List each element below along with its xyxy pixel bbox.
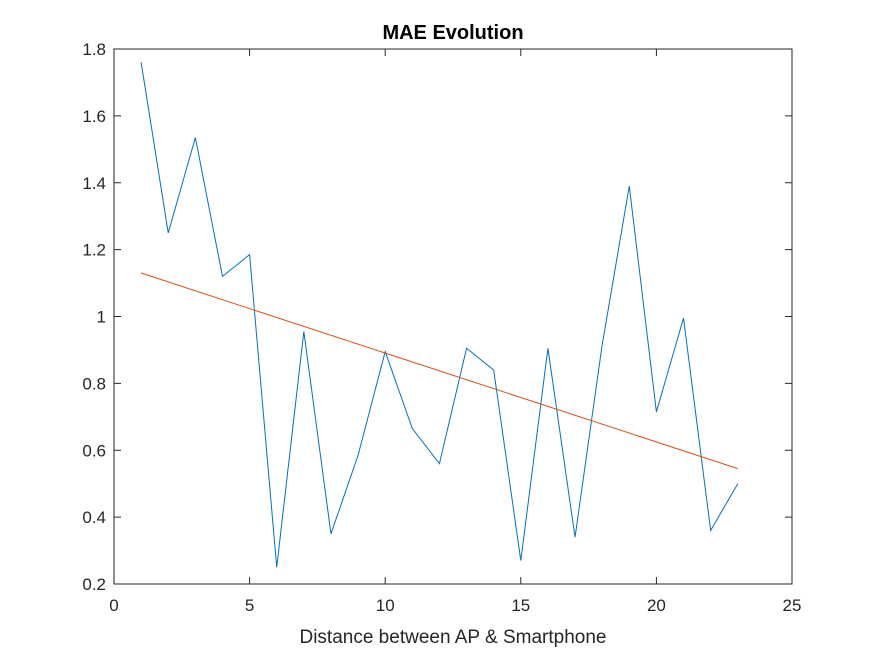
- x-tick-label: 10: [376, 596, 395, 615]
- y-tick-label: 0.8: [82, 374, 106, 393]
- y-tick-label: 1.4: [82, 174, 106, 193]
- tick-layer: 0 5 10 15 20 25 0.2 0.4 0.6 0.8 1 1.2 1.4 1.6 1.8: [82, 40, 801, 615]
- series-line-mae: [140, 62, 739, 568]
- y-tick-label: 1.2: [82, 241, 106, 260]
- series-line-trend: [140, 272, 738, 470]
- plot-area: [114, 49, 792, 584]
- x-tick-label: 5: [245, 596, 254, 615]
- chart-title: MAE Evolution: [382, 22, 523, 44]
- series-layer: [140, 62, 739, 568]
- y-tick-label: 1: [97, 308, 106, 327]
- y-tick-label: 0.6: [82, 441, 106, 460]
- y-tick-label: 0.4: [82, 508, 106, 527]
- y-tick-label: 0.2: [82, 575, 106, 594]
- y-tick-label: 1.6: [82, 107, 106, 126]
- y-tick-label: 1.8: [82, 40, 106, 59]
- x-tick-label: 0: [109, 596, 118, 615]
- x-axis-label: Distance between AP & Smartphone: [299, 627, 606, 648]
- x-tick-label: 15: [511, 596, 530, 615]
- x-tick-label: 25: [783, 596, 802, 615]
- x-tick-label: 20: [647, 596, 666, 615]
